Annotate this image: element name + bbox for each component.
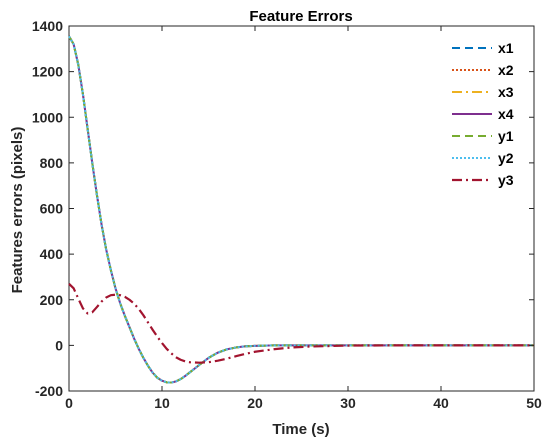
y-tick-label: -200	[35, 383, 63, 399]
legend-label-x1: x1	[498, 40, 514, 56]
series-line-y3	[68, 282, 534, 364]
x-tick-label: 30	[340, 395, 356, 411]
y-tick-label: 0	[55, 337, 63, 353]
y-axis-ticks: -200 0 200 400 600 800 1000 1200 1400	[32, 18, 534, 399]
series-lines	[68, 35, 534, 384]
y-axis-label: Features errors (pixels)	[9, 127, 26, 294]
x-tick-label: 50	[526, 395, 542, 411]
chart-title: Feature Errors	[249, 8, 352, 25]
x-tick-label: 0	[65, 395, 73, 411]
x-tick-label: 20	[247, 395, 263, 411]
plot-area: 0 10 20 30 40 50 -200020040060080010001200140…	[32, 18, 542, 411]
legend-label-x2: x2	[498, 62, 514, 78]
legend-label-y3: y3	[498, 172, 514, 188]
legend-label-x3: x3	[498, 84, 514, 100]
series-line-y1	[68, 35, 534, 384]
y-tick-label: 1000	[32, 109, 63, 125]
y-tick-label: 600	[40, 201, 64, 217]
x-tick-label: 10	[154, 395, 170, 411]
legend-label-y2: y2	[498, 150, 514, 166]
legend: x1 x2 x3 x4 y1 y2 y3	[452, 40, 514, 188]
x-tick-label: 40	[433, 395, 449, 411]
y-tick-label: 1400	[32, 18, 63, 34]
x-axis-label: Time (s)	[272, 421, 329, 438]
legend-label-x4: x4	[498, 106, 514, 122]
y-tick-label: 800	[40, 155, 64, 171]
plot-frame	[68, 25, 535, 392]
x-axis-ticks: 0 10 20 30 40 50	[65, 26, 542, 411]
y-tick-label: 200	[40, 292, 64, 308]
legend-label-y1: y1	[498, 128, 514, 144]
y-tick-label: 1200	[32, 64, 63, 80]
y-tick-label: 400	[40, 246, 64, 262]
